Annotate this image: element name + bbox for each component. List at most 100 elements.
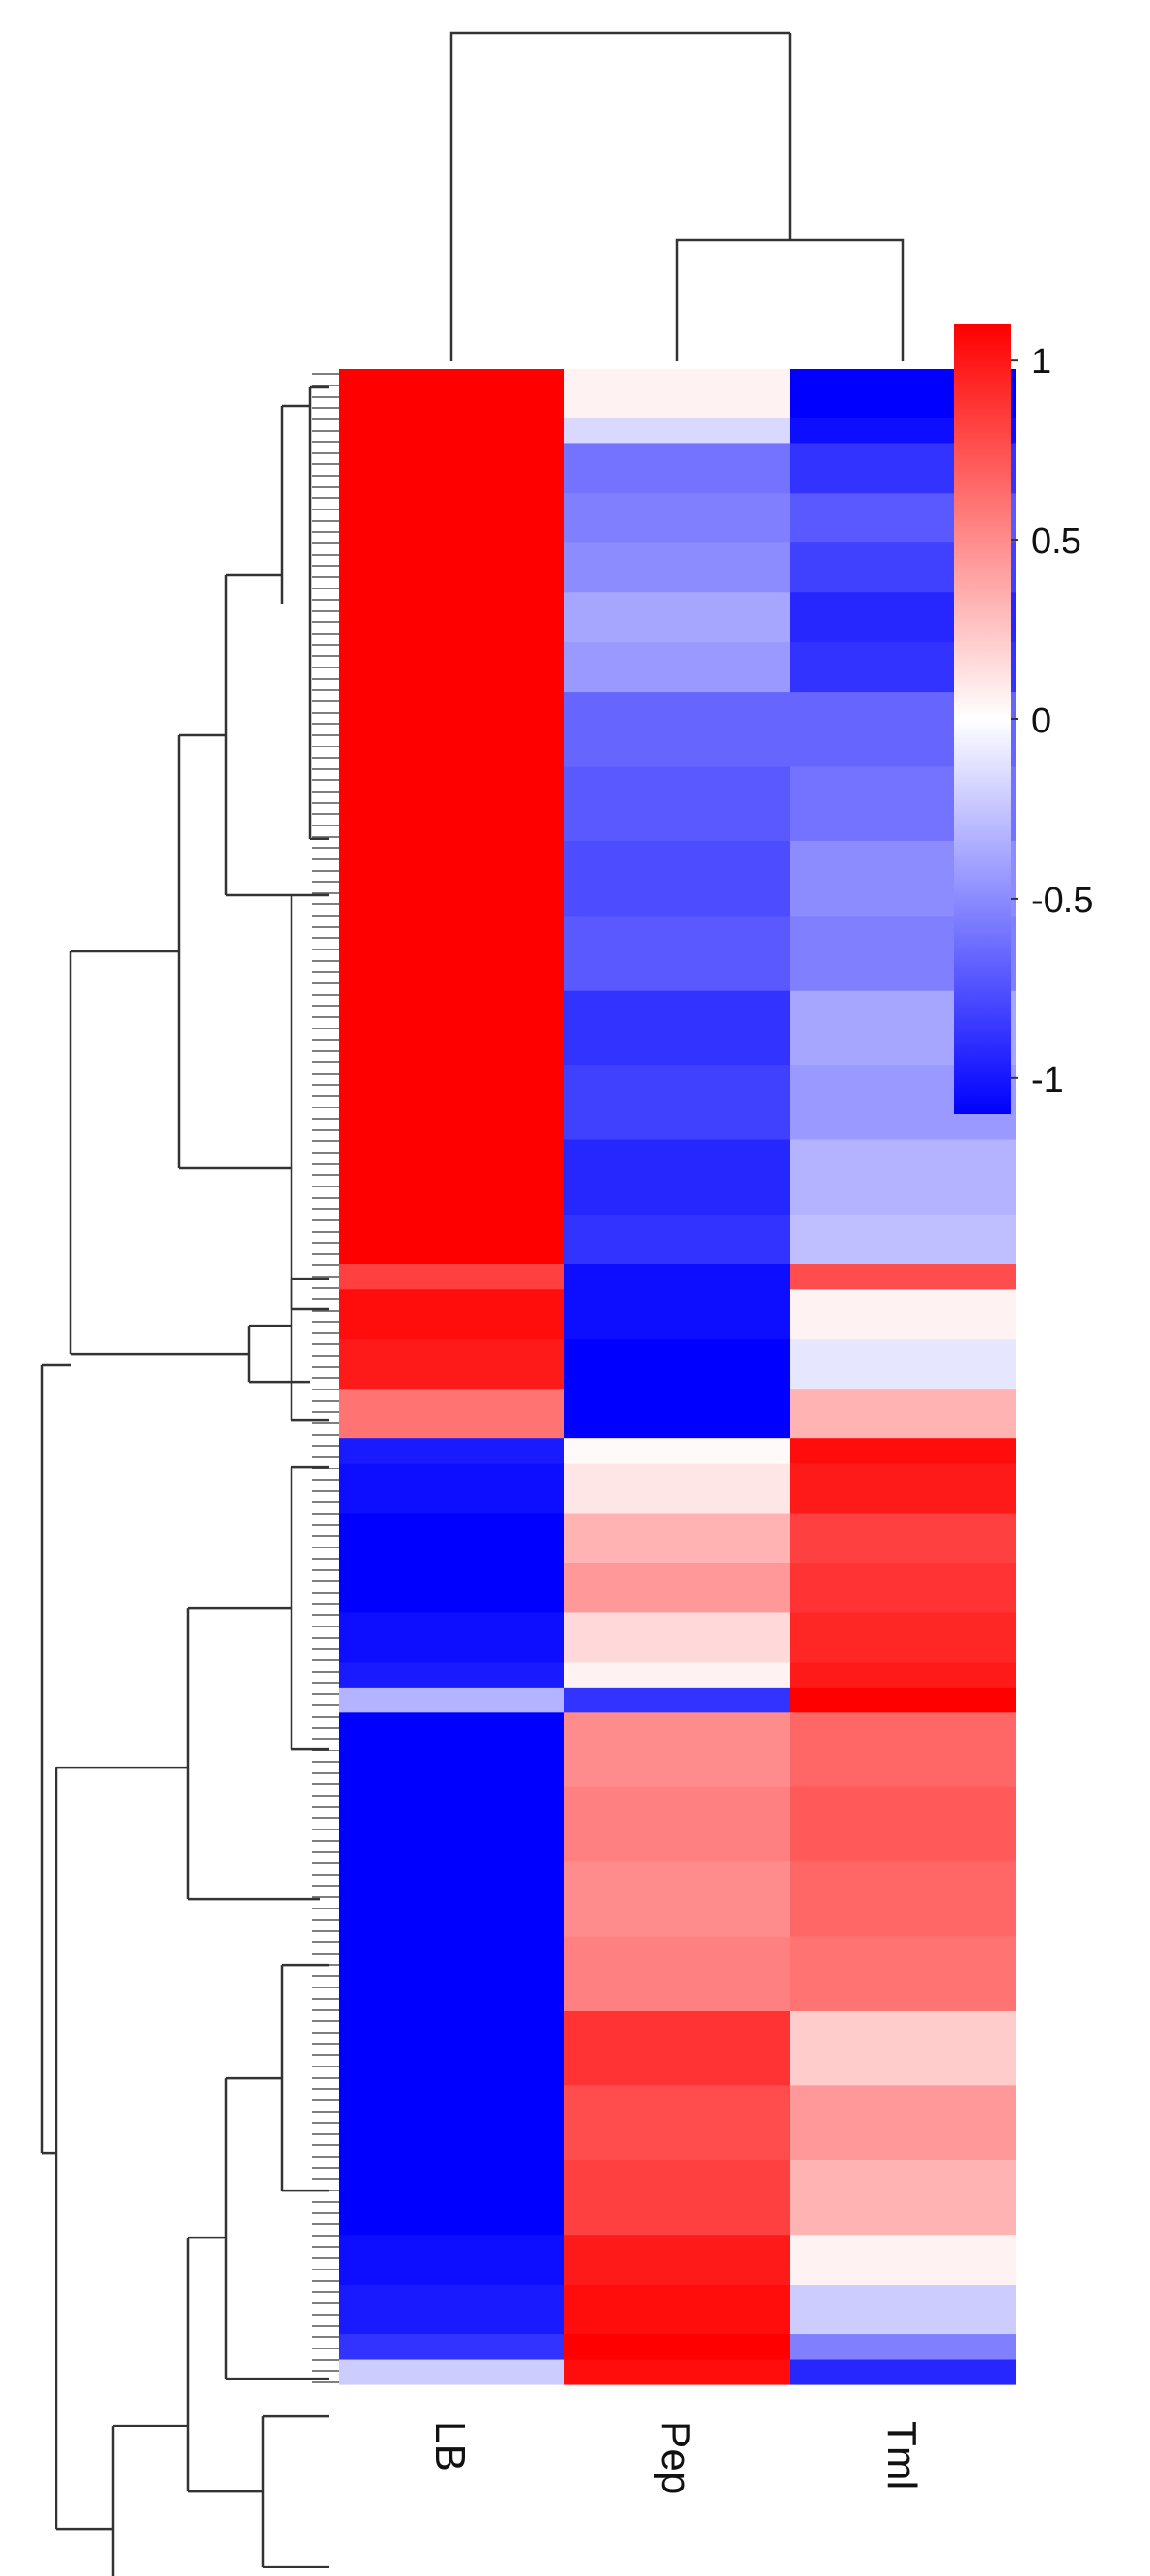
row-dendrogram-branch-13	[186, 2236, 263, 2493]
heatmap-cell-pep-34	[564, 2285, 791, 2335]
row-dendrogram-branch-3	[224, 573, 291, 897]
column-labels: LB Pep Tml	[427, 2421, 924, 2494]
heatmap-cell-lb-15	[339, 1264, 565, 1290]
heatmap-cell-lb-34	[339, 2285, 565, 2335]
heatmap-cell-lb-29	[339, 1936, 565, 2012]
column-label-lb: LB	[427, 2421, 473, 2472]
heatmap-cell-pep-25	[564, 1687, 791, 1713]
heatmap-cell-tml-18	[790, 1389, 1016, 1439]
heatmap-cell-lb-0	[339, 369, 565, 419]
colorbar-tick-label: 0.5	[1032, 522, 1081, 561]
heatmap-cell-tml-28	[790, 1861, 1016, 1938]
heatmap-cell-pep-23	[564, 1612, 791, 1663]
heatmap-cell-tml-36	[790, 2359, 1016, 2385]
heatmap-cell-tml-23	[790, 1612, 1016, 1663]
heatmap-cell-pep-19	[564, 1438, 791, 1465]
row-dendrogram-branch-1	[280, 404, 310, 604]
heatmap-cell-tml-21	[790, 1513, 1016, 1564]
heatmap-cell-lb-13	[339, 1139, 565, 1216]
column-label-tml: Tml	[878, 2421, 924, 2490]
heatmap-cell-lb-5	[339, 592, 565, 643]
heatmap-cell-pep-20	[564, 1463, 791, 1515]
heatmap-cell-pep-3	[564, 493, 791, 543]
heatmap-cell-tml-32	[790, 2160, 1016, 2236]
heatmap-cell-lb-24	[339, 1662, 565, 1689]
heatmap-cell-pep-13	[564, 1139, 791, 1216]
heatmap-cell-pep-26	[564, 1712, 791, 1788]
heatmap-cell-pep-6	[564, 642, 791, 693]
heatmap-cell-pep-22	[564, 1563, 791, 1614]
heatmap-cell-pep-7	[564, 692, 791, 768]
color-legend: 1 0.5 0 -0.5 -1	[954, 324, 1093, 1114]
heatmap-cell-lb-2	[339, 443, 565, 494]
row-dendrogram	[40, 373, 339, 2576]
row-dendrogram-branch-12	[261, 2414, 329, 2568]
heatmap-cell-lb-23	[339, 1612, 565, 1663]
heatmap-cell-tml-13	[790, 1139, 1016, 1216]
heatmap-cell-pep-27	[564, 1786, 791, 1862]
heatmap-cell-lb-32	[339, 2160, 565, 2236]
row-dendrogram-branch-9	[186, 1606, 320, 1901]
heatmap-cell-pep-30	[564, 2010, 791, 2086]
heatmap-cell-tml-35	[790, 2334, 1016, 2361]
heatmap-cell-pep-15	[564, 1264, 791, 1290]
heatmap-cell-pep-14	[564, 1214, 791, 1265]
heatmap-cell-tml-31	[790, 2085, 1016, 2161]
heatmap-cell-lb-16	[339, 1289, 565, 1340]
row-dendrogram-branch-7	[69, 950, 249, 1356]
heatmap-cell-tml-14	[790, 1214, 1016, 1265]
heatmap-cell-tml-22	[790, 1563, 1016, 1614]
heatmap-cell-tml-25	[790, 1687, 1016, 1713]
heatmap-cell-lb-31	[339, 2085, 565, 2161]
heatmap-cell-pep-18	[564, 1389, 791, 1439]
heatmap-cell-lb-7	[339, 692, 565, 768]
colorbar-tick-label: -0.5	[1032, 881, 1093, 920]
heatmap-cell-lb-10	[339, 916, 565, 992]
heatmap-cell-pep-12	[564, 1065, 791, 1141]
heatmap-cell-pep-31	[564, 2085, 791, 2161]
heatmap-cell-pep-2	[564, 443, 791, 494]
column-dendrogram-branch-0	[675, 238, 905, 361]
heatmap-cell-tml-27	[790, 1786, 1016, 1862]
heatmap-cell-pep-21	[564, 1513, 791, 1564]
heatmap-cell-lb-20	[339, 1463, 565, 1515]
heatmap-cell-lb-35	[339, 2334, 565, 2361]
heatmap-cell-lb-6	[339, 642, 565, 693]
colorbar-tick-label: 1	[1032, 342, 1051, 382]
heatmap-cell-tml-16	[790, 1289, 1016, 1340]
heatmap-cell-pep-33	[564, 2235, 791, 2285]
heatmap-cell-lb-26	[339, 1712, 565, 1788]
row-dendrogram-branch-5	[290, 1277, 329, 1422]
row-dendrogram-branch-4	[177, 733, 291, 1170]
heatmap-cell-tml-30	[790, 2010, 1016, 2086]
heatmap-cell-lb-1	[339, 417, 565, 445]
row-dendrogram-branch-6	[247, 1324, 310, 1384]
heatmap-cell-lb-3	[339, 493, 565, 543]
heatmap-cell-tml-19	[790, 1438, 1016, 1465]
heatmap-cell-pep-29	[564, 1936, 791, 2012]
heatmap-cell-lb-33	[339, 2235, 565, 2285]
colorbar-tick-labels: 1 0.5 0 -0.5 -1	[1011, 342, 1093, 1100]
heatmap-cell-pep-28	[564, 1861, 791, 1938]
heatmap-cell-tml-15	[790, 1264, 1016, 1290]
column-dendrogram	[449, 31, 905, 361]
column-dendrogram-branch-2	[449, 31, 790, 361]
heatmap-cell-pep-35	[564, 2334, 791, 2361]
heatmap-cell-pep-9	[564, 840, 791, 917]
heatmap-cell-pep-36	[564, 2359, 791, 2385]
heatmap-cells	[339, 369, 1016, 2385]
colorbar-tick-label: -1	[1032, 1060, 1063, 1100]
heatmap-cell-lb-19	[339, 1438, 565, 1465]
heatmap-cell-lb-12	[339, 1065, 565, 1141]
heatmap-cell-lb-9	[339, 840, 565, 917]
heatmap-cell-pep-16	[564, 1289, 791, 1340]
row-dendrogram-branch-8	[290, 1465, 329, 1751]
heatmap-cell-tml-26	[790, 1712, 1016, 1788]
heatmap-cell-pep-11	[564, 990, 791, 1066]
heatmap-cell-pep-8	[564, 766, 791, 842]
heatmap-cell-pep-17	[564, 1339, 791, 1390]
heatmap-cell-lb-18	[339, 1389, 565, 1439]
heatmap-cell-lb-22	[339, 1563, 565, 1614]
heatmap-cell-tml-34	[790, 2285, 1016, 2335]
heatmap-cell-pep-1	[564, 417, 791, 445]
